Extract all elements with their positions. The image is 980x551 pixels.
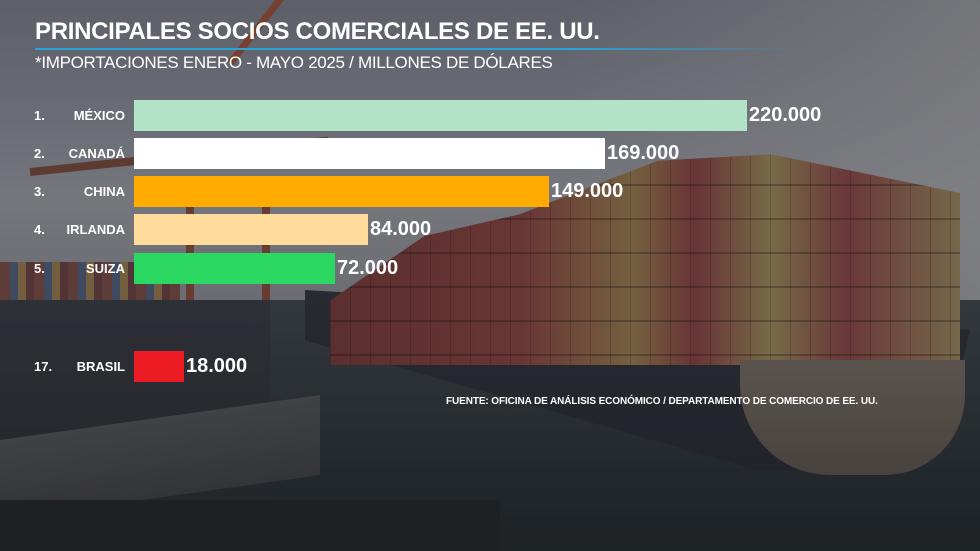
- value-label: 220.000: [749, 104, 822, 126]
- country-label: CHINA: [83, 184, 125, 199]
- chart-subtitle: *IMPORTACIONES ENERO - MAYO 2025 / MILLO…: [35, 53, 553, 72]
- value-label: 18.000: [186, 355, 248, 377]
- bar-row: 5. SUIZA 72.000: [0, 253, 980, 284]
- value-label: 84.000: [370, 218, 432, 240]
- rank-label: 17.: [34, 359, 53, 374]
- rank-label: 1.: [34, 108, 45, 123]
- ship-stern: [740, 360, 965, 475]
- bar-row: 3. CHINA 149.000: [0, 176, 980, 207]
- bar-brasil: [134, 351, 184, 382]
- bar-row: 17. BRASIL 18.000: [0, 351, 980, 382]
- country-label: IRLANDA: [66, 222, 126, 237]
- bar-row: 4. IRLANDA 84.000: [0, 214, 980, 245]
- bar-mexico: [134, 100, 747, 131]
- bar-suiza: [134, 253, 335, 284]
- value-label: 72.000: [337, 257, 399, 279]
- bar-china: [134, 176, 549, 207]
- bar-irlanda: [134, 214, 368, 245]
- title-underline: [35, 48, 805, 50]
- chart-title: PRINCIPALES SOCIOS COMERCIALES DE EE. UU…: [35, 18, 600, 45]
- value-label: 149.000: [551, 180, 624, 202]
- rank-label: 3.: [34, 184, 45, 199]
- source-note: FUENTE: OFICINA DE ANÁLISIS ECONÓMICO / …: [446, 396, 878, 407]
- country-label: CANADÁ: [68, 146, 125, 161]
- value-label: 169.000: [607, 142, 680, 164]
- rank-label: 4.: [34, 222, 45, 237]
- rank-label: 5.: [34, 261, 45, 276]
- bar-row: 1. MÉXICO 220.000: [0, 100, 980, 131]
- rank-label: 2.: [34, 146, 45, 161]
- country-label: BRASIL: [76, 359, 125, 374]
- bar-row: 2. CANADÁ 169.000: [0, 138, 980, 169]
- country-label: SUIZA: [86, 261, 125, 276]
- country-label: MÉXICO: [73, 108, 125, 123]
- water-foreground: [0, 500, 500, 551]
- bar-canada: [134, 138, 605, 169]
